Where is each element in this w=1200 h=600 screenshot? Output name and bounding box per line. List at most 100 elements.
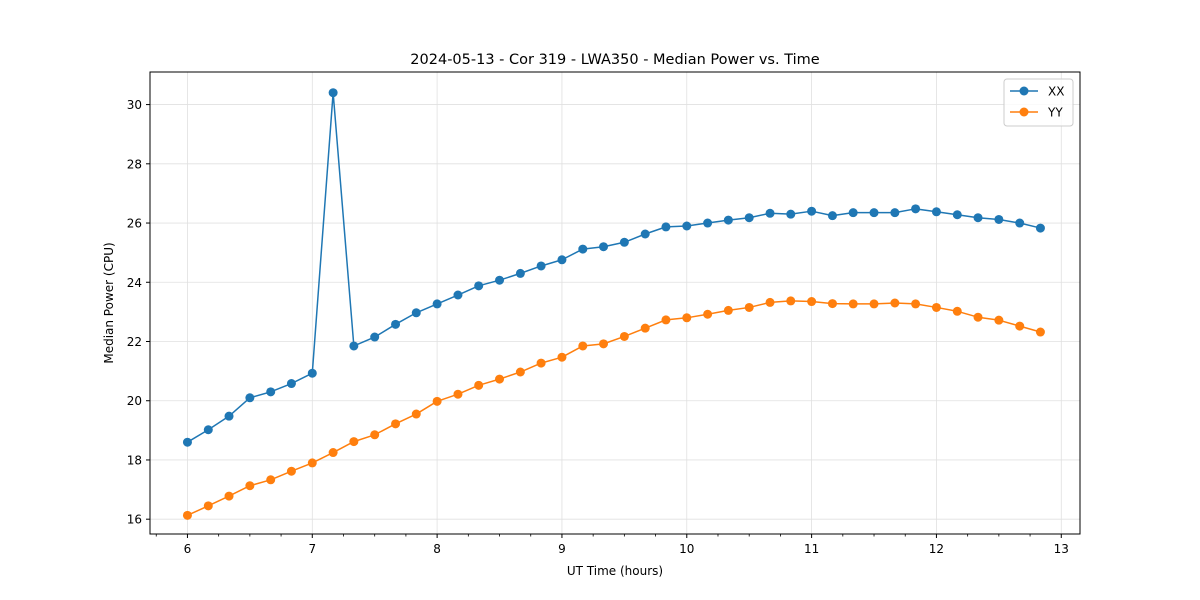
data-point-xx [1035,223,1045,233]
data-point-xx [848,208,858,218]
data-point-xx [619,237,629,247]
data-point-xx [349,341,359,351]
data-point-yy [307,458,317,468]
data-point-yy [182,510,192,520]
data-point-yy [1035,327,1045,337]
data-point-xx [411,308,421,318]
x-axis: 6 7 8 9 10 11 12 13 [155,534,1069,556]
data-point-yy [952,306,962,316]
data-point-yy [973,312,983,322]
x-axis-label: UT Time (hours) [567,564,663,578]
plot-area-frame [149,71,1081,535]
data-point-xx [536,261,546,271]
data-point-yy [599,339,609,349]
data-point-xx [224,411,234,421]
data-point-xx [578,244,588,254]
y-tick-label: 30 [127,98,142,112]
data-point-xx [307,368,317,378]
data-point-yy [682,313,692,323]
data-point-xx [765,208,775,218]
data-point-yy [453,389,463,399]
x-tick-label: 6 [184,542,192,556]
y-tick-label: 22 [127,335,142,349]
data-point-yy [203,501,213,511]
data-point-yy [370,430,380,440]
data-point-xx [994,214,1004,224]
data-point-xx [703,218,713,228]
y-tick-label: 26 [127,217,142,231]
y-axis-label: Median Power (CPU) [102,242,116,363]
data-point-xx [682,221,692,231]
data-point-yy [224,491,234,501]
legend-label-yy: YY [1047,106,1063,120]
data-point-xx [391,319,401,329]
data-point-yy [578,341,588,351]
data-point-yy [245,481,255,491]
data-point-xx [453,290,463,300]
data-point-xx [203,425,213,435]
data-point-yy [869,299,879,309]
data-point-xx [432,299,442,309]
data-point-yy [765,297,775,307]
data-point-yy [349,437,359,447]
data-point-yy [931,302,941,312]
data-point-xx [1015,218,1025,228]
grid [150,72,1080,534]
data-point-yy [786,296,796,306]
y-axis: 16 18 20 22 24 26 28 30 [127,98,150,527]
legend-marker-yy [1019,107,1029,117]
x-tick-label: 9 [558,542,566,556]
y-tick-label: 28 [127,157,142,171]
series-layer [182,88,1045,520]
data-point-xx [474,281,484,291]
data-point-yy [744,302,754,312]
data-point-yy [994,315,1004,325]
data-point-yy [557,352,567,362]
data-point-yy [328,448,338,458]
data-point-xx [515,268,525,278]
data-point-yy [266,475,276,485]
data-point-xx [723,215,733,225]
x-tick-label: 7 [308,542,316,556]
data-point-xx [557,255,567,265]
y-tick-label: 20 [127,394,142,408]
data-point-yy [661,315,671,325]
data-point-xx [182,437,192,447]
data-point-yy [286,466,296,476]
data-point-xx [931,207,941,217]
data-point-xx [952,210,962,220]
data-point-yy [890,298,900,308]
data-point-xx [786,209,796,219]
y-tick-label: 16 [127,513,142,527]
data-point-yy [1015,321,1025,331]
data-point-xx [640,229,650,239]
data-point-xx [661,222,671,232]
data-point-yy [411,409,421,419]
legend-label-xx: XX [1048,85,1064,99]
data-point-yy [515,367,525,377]
data-point-xx [890,208,900,218]
chart-title: 2024-05-13 - Cor 319 - LWA350 - Median P… [410,52,819,68]
data-point-yy [391,419,401,429]
data-point-xx [744,213,754,223]
data-point-xx [869,208,879,218]
data-point-yy [911,299,921,309]
data-point-xx [266,387,276,397]
data-point-yy [495,374,505,384]
data-point-yy [474,380,484,390]
data-point-xx [328,88,338,98]
data-point-xx [370,332,380,342]
x-tick-label: 8 [433,542,441,556]
data-point-yy [536,358,546,368]
data-point-xx [807,206,817,216]
data-point-xx [911,204,921,214]
data-point-yy [848,299,858,309]
data-point-yy [827,299,837,309]
legend: XX YY [1003,78,1074,127]
data-point-yy [640,323,650,333]
data-point-xx [245,393,255,403]
x-tick-label: 12 [929,542,944,556]
y-tick-label: 24 [127,276,142,290]
